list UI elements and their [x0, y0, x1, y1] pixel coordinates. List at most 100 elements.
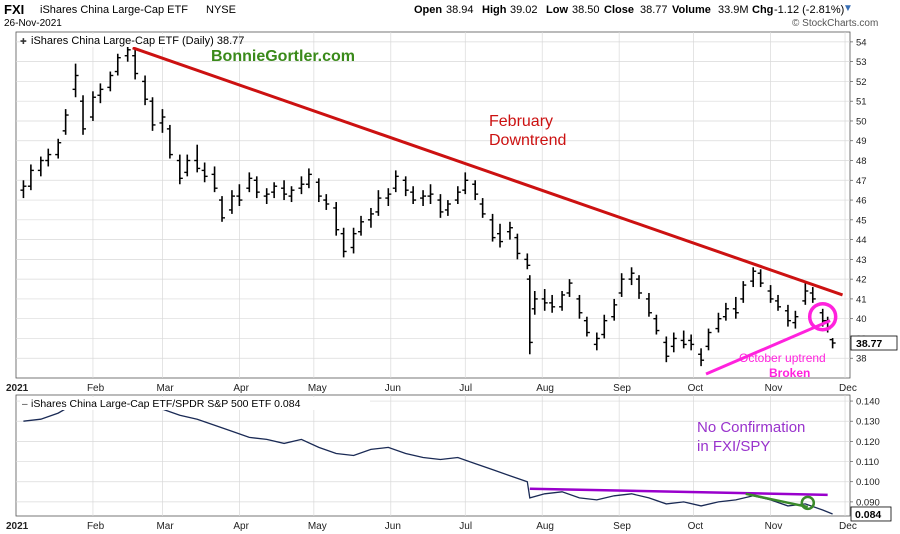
ohlc-bar: [219, 196, 226, 222]
ohlc-bar: [176, 154, 183, 185]
uptrend-title: October uptrend: [739, 351, 826, 365]
ohlc-bar: [375, 190, 382, 216]
ohlc-bar: [705, 328, 712, 351]
x-tick-label: Sep: [613, 521, 631, 532]
ohlc-bar: [444, 200, 451, 216]
x-tick-label: Apr: [233, 521, 249, 532]
ohlc-bar: [350, 227, 357, 254]
ohlc-bar: [472, 180, 479, 201]
uptrend-subtitle: Broken: [769, 366, 810, 380]
crosshair-icon: ✚: [20, 37, 27, 46]
ohlc-bar: [688, 334, 695, 351]
ohlc-bar: [358, 215, 365, 236]
y-tick-label: 43: [856, 255, 867, 266]
ohlc-bar: [802, 283, 809, 305]
ohlc-bar: [636, 275, 643, 299]
downtrend-line: [132, 46, 844, 297]
ohlc-bar: [829, 338, 836, 349]
x-tick-label: Nov: [765, 383, 783, 394]
ohlc-bar: [142, 75, 149, 106]
ohlc-bar: [263, 188, 270, 205]
note-line-2: in FXI/SPY: [697, 438, 770, 455]
ohlc-bar: [454, 186, 461, 205]
y-tick-label: 49: [856, 136, 867, 147]
x-tick-label: Oct: [688, 521, 704, 532]
ohlc-bar: [27, 164, 34, 191]
x-tick-label: Mar: [156, 521, 174, 532]
chg-label: Chg: [752, 4, 774, 16]
ratio-panel-title: iShares China Large-Cap ETF/SPDR S&P 500…: [31, 398, 301, 410]
y-tick-label: 46: [856, 196, 867, 207]
ohlc-bar: [97, 83, 104, 104]
ohlc-bar: [62, 109, 69, 135]
panel-title-bg: [20, 34, 230, 47]
x-tick-label: Apr: [233, 383, 249, 394]
ohlc-bar: [566, 279, 573, 297]
ohlc-bar: [524, 253, 531, 270]
ticker-symbol: FXI: [4, 2, 25, 17]
ohlc-bar: [531, 291, 538, 315]
ohlc-bar: [72, 63, 79, 98]
ohlc-bar: [298, 176, 305, 195]
ohlc-bar: [757, 269, 764, 288]
ohlc-bar: [211, 166, 218, 193]
chg-value: -1.12 (-2.81%): [774, 4, 845, 16]
close-value: 38.77: [640, 4, 668, 16]
green-circle: [800, 495, 816, 511]
ohlc-bar: [775, 294, 782, 311]
ohlc-bar: [593, 332, 600, 351]
price-panel-title: iShares China Large-Cap ETF (Daily) 38.7…: [31, 35, 244, 47]
ohlc-bar: [740, 281, 747, 303]
ohlc-bar: [410, 186, 417, 205]
close-label: Close: [604, 4, 634, 16]
y-tick-label: 0.130: [856, 417, 880, 428]
ohlc-bar: [114, 53, 121, 76]
ohlc-bar: [784, 304, 791, 327]
ohlc-bar: [653, 314, 660, 335]
y-tick-label: 0.140: [856, 397, 880, 408]
x-tick-label: Feb: [87, 521, 105, 532]
ohlc-bar: [479, 198, 486, 218]
y-tick-label: 0.110: [856, 457, 879, 468]
ohlc-bar: [559, 291, 566, 311]
ohlc-bar: [514, 233, 521, 260]
y-tick-label: 41: [856, 294, 867, 305]
ohlc-bar: [611, 298, 618, 321]
y-tick-label: 51: [856, 97, 867, 108]
ohlc-bar: [809, 287, 816, 303]
ohlc-bar: [402, 176, 409, 197]
ohlc-bar: [497, 223, 504, 248]
ohlc-bar: [333, 202, 340, 236]
volume-label: Volume: [672, 4, 711, 16]
ohlc-bar: [750, 267, 757, 288]
y-tick-label: 40: [856, 314, 867, 325]
ohlc-bar: [663, 336, 670, 363]
ohlc-bar: [427, 184, 434, 205]
ohlc-bar: [305, 168, 312, 189]
ohlc-bar: [549, 294, 556, 313]
ohlc-bar: [526, 275, 533, 355]
ohlc-bar: [228, 190, 235, 214]
ohlc-bar: [392, 170, 399, 193]
ohlc-bar: [462, 172, 469, 195]
x-tick-label: 2021: [6, 521, 29, 532]
x-tick-label: Dec: [839, 521, 857, 532]
ohlc-bar: [385, 188, 392, 206]
low-label: Low: [546, 4, 568, 16]
green-trendline: [745, 492, 809, 509]
ohlc-bar: [184, 154, 191, 177]
y-tick-label: 42: [856, 275, 867, 286]
chart-date: 26-Nov-2021: [4, 18, 62, 29]
ohlc-bar: [367, 207, 374, 228]
note-line-1: No Confirmation: [697, 419, 805, 436]
ohlc-bar: [271, 182, 278, 199]
y-tick-label: 50: [856, 116, 867, 127]
ratio-title-bg: [20, 397, 370, 410]
uptrend-line: [705, 319, 831, 376]
ohlc-bar: [236, 184, 243, 206]
ohlc-bar: [323, 194, 330, 210]
last-ratio-box: [850, 506, 892, 522]
ohlc-bar: [37, 156, 44, 177]
x-tick-label: Feb: [87, 383, 105, 394]
chevron-down-icon[interactable]: ▼: [843, 3, 853, 14]
